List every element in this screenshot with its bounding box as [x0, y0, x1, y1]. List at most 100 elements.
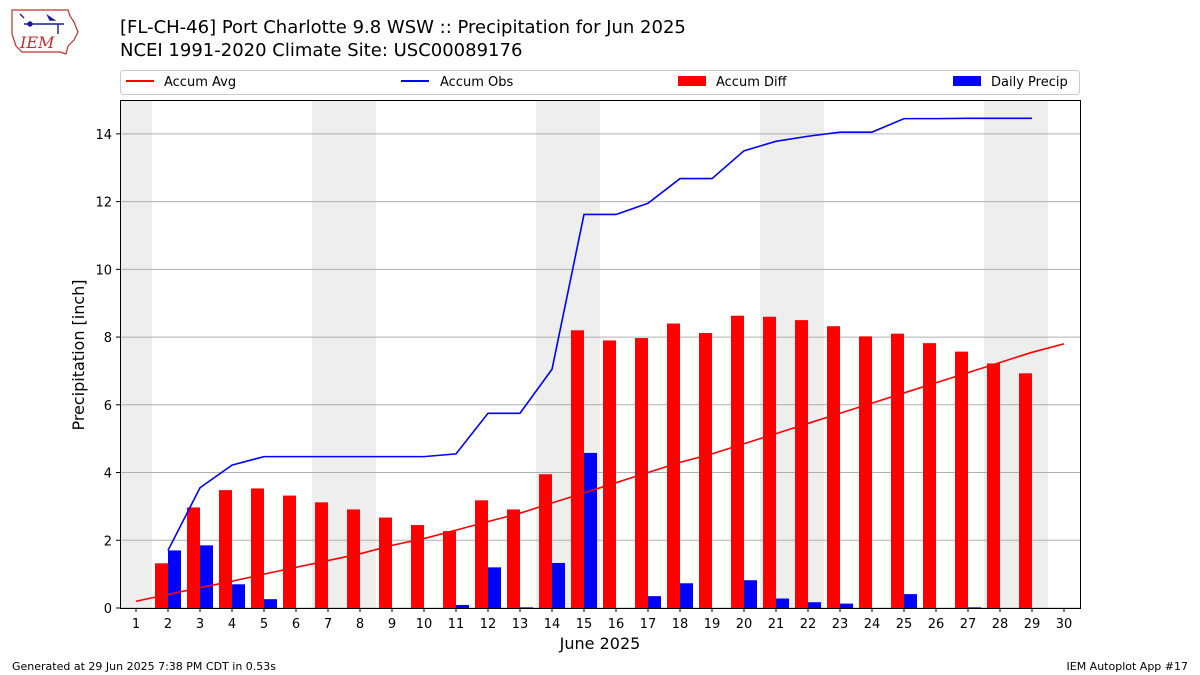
y-tick-label-0: 0 [104, 602, 112, 617]
bar-daily-precip-27 [968, 607, 981, 608]
bar-accum-diff-9 [379, 517, 392, 608]
x-tick-label-10: 10 [416, 617, 433, 632]
bar-accum-diff-14 [539, 474, 552, 608]
x-tick-label-30: 30 [1056, 617, 1073, 632]
bar-accum-diff-2 [155, 563, 168, 608]
bar-accum-diff-19 [699, 333, 712, 608]
legend-label-daily-precip: Daily Precip [991, 75, 1068, 90]
bar-daily-precip-11 [456, 604, 469, 608]
x-tick-label-1: 1 [132, 617, 140, 632]
bar-accum-diff-28 [987, 363, 1000, 608]
x-tick-label-28: 28 [992, 617, 1009, 632]
bar-accum-diff-20 [731, 315, 744, 608]
bar-daily-precip-25 [904, 594, 917, 608]
bar-accum-diff-11 [443, 531, 456, 608]
x-tick-label-20: 20 [736, 617, 753, 632]
bar-accum-diff-12 [475, 500, 488, 608]
y-tick-label-4: 4 [104, 467, 112, 482]
bar-daily-precip-4 [232, 584, 245, 608]
bar-accum-diff-27 [955, 351, 968, 608]
iem-logo: IEM [11, 9, 79, 55]
y-tick-label-6: 6 [104, 399, 112, 414]
bar-daily-precip-15 [584, 452, 597, 608]
x-tick-label-8: 8 [356, 617, 364, 632]
bar-accum-diff-29 [1019, 373, 1032, 608]
bar-accum-diff-26 [923, 343, 936, 608]
x-tick-label-21: 21 [768, 617, 785, 632]
x-tick-label-3: 3 [196, 617, 204, 632]
bar-accum-diff-18 [667, 323, 680, 608]
bar-accum-diff-24 [859, 336, 872, 608]
x-tick-label-7: 7 [324, 617, 332, 632]
footer-generated: Generated at 29 Jun 2025 7:38 PM CDT in … [12, 660, 277, 673]
bar-accum-diff-10 [411, 525, 424, 608]
bar-accum-diff-5 [251, 488, 264, 608]
chart-subtitle: NCEI 1991-2020 Climate Site: USC00089176 [120, 40, 523, 61]
bar-accum-diff-3 [187, 507, 200, 608]
bar-daily-precip-2 [168, 550, 181, 608]
line-accum-avg [135, 343, 1065, 603]
y-tick-label-2: 2 [104, 534, 112, 549]
x-tick-label-24: 24 [864, 617, 881, 632]
x-tick-label-5: 5 [260, 617, 268, 632]
x-tick-label-12: 12 [480, 617, 497, 632]
bar-accum-diff-8 [347, 509, 360, 608]
bar-accum-diff-16 [603, 340, 616, 608]
bar-daily-precip-21 [776, 598, 789, 608]
bar-daily-precip-14 [552, 562, 565, 608]
bar-daily-precip-20 [744, 580, 757, 608]
bar-accum-diff-13 [507, 509, 520, 608]
weekend-band-1 [312, 100, 376, 608]
y-tick-label-8: 8 [104, 331, 112, 346]
y-axis-label: Precipitation [inch] [69, 279, 88, 430]
x-tick-label-16: 16 [608, 617, 625, 632]
x-tick-label-13: 13 [512, 617, 529, 632]
legend: Accum Avg Accum Obs Accum Diff Daily Pre… [120, 70, 1080, 95]
x-tick-label-27: 27 [960, 617, 977, 632]
legend-swatch-daily-precip [953, 76, 981, 86]
x-tick-label-14: 14 [544, 617, 561, 632]
x-tick-label-29: 29 [1024, 617, 1041, 632]
x-tick-label-22: 22 [800, 617, 817, 632]
bar-daily-precip-5 [264, 599, 277, 608]
bar-daily-precip-18 [680, 583, 693, 608]
weekend-band-0 [120, 100, 152, 608]
grid-lines [120, 133, 1080, 609]
bar-accum-diff-25 [891, 333, 904, 608]
bar-accum-diff-23 [827, 326, 840, 608]
bar-accum-diff-22 [795, 320, 808, 608]
y-axis-ticks: 0 2 4 6 8 10 12 14 [95, 128, 120, 617]
logo-text: IEM [19, 33, 55, 52]
x-tick-label-17: 17 [640, 617, 657, 632]
bar-daily-precip-13 [520, 607, 533, 608]
weekend-band-2 [536, 100, 600, 608]
bar-accum-diff-6 [283, 495, 296, 608]
x-tick-label-9: 9 [388, 617, 396, 632]
line-series [135, 117, 1065, 603]
bar-series [155, 315, 1032, 608]
legend-swatch-accum-diff [678, 76, 706, 86]
y-tick-label-10: 10 [95, 263, 112, 278]
y-tick-label-12: 12 [95, 196, 112, 211]
x-tick-label-11: 11 [448, 617, 465, 632]
bar-accum-diff-7 [315, 502, 328, 608]
x-tick-label-15: 15 [576, 617, 593, 632]
x-tick-label-19: 19 [704, 617, 721, 632]
line-accum-obs [167, 117, 1032, 551]
legend-frame [120, 70, 1080, 95]
x-tick-label-23: 23 [832, 617, 849, 632]
footer-app: IEM Autoplot App #17 [1066, 660, 1189, 673]
x-tick-label-26: 26 [928, 617, 945, 632]
x-tick-label-6: 6 [292, 617, 300, 632]
legend-label-accum-diff: Accum Diff [716, 75, 788, 90]
bar-accum-diff-17 [635, 338, 648, 608]
bar-daily-precip-22 [808, 602, 821, 608]
y-tick-label-14: 14 [95, 128, 112, 143]
x-tick-label-2: 2 [164, 617, 172, 632]
bar-accum-diff-4 [219, 490, 232, 608]
weekend-band-3 [760, 100, 824, 608]
legend-label-accum-obs: Accum Obs [440, 75, 513, 90]
x-tick-label-25: 25 [896, 617, 913, 632]
x-axis-label: June 2025 [559, 634, 641, 653]
bar-daily-precip-23 [840, 603, 853, 608]
